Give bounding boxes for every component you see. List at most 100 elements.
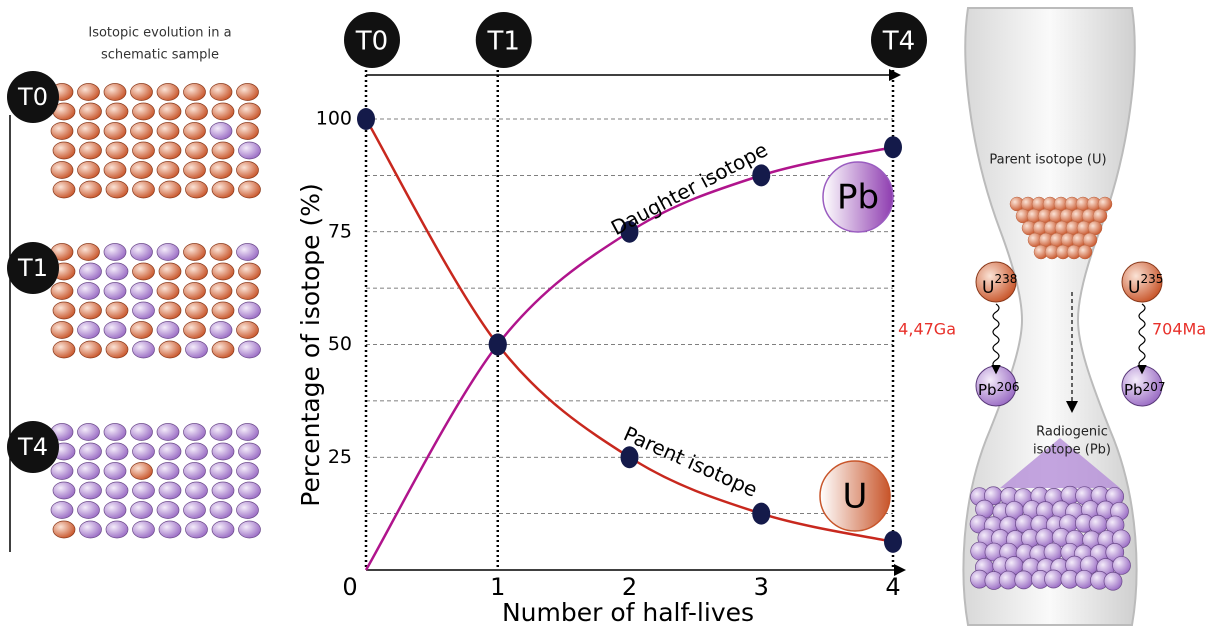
atom — [211, 141, 235, 160]
atom — [156, 243, 180, 261]
y-axis-label: Percentage of isotope (%) — [296, 183, 325, 506]
atom — [105, 180, 129, 199]
daughter-symbol: Pb207 — [1124, 380, 1165, 399]
time-label: T4 — [882, 27, 915, 57]
stage-label: T0 — [17, 83, 48, 111]
atom — [105, 301, 129, 320]
atom — [79, 262, 102, 281]
atom — [77, 423, 100, 441]
daughter-atom — [1103, 571, 1123, 591]
atom — [105, 262, 129, 281]
y-tick-label: 50 — [328, 333, 352, 355]
atom — [158, 102, 182, 121]
time-badge — [871, 12, 927, 68]
atom — [77, 282, 100, 300]
decay-arrow — [1137, 303, 1147, 375]
atom — [211, 520, 235, 539]
element-label: U — [843, 477, 868, 517]
atom — [238, 520, 261, 539]
atom — [130, 161, 153, 179]
atom — [77, 321, 100, 339]
parent-node — [975, 261, 1017, 303]
atom — [158, 442, 182, 461]
stage-badge — [7, 421, 59, 473]
atom — [132, 340, 155, 359]
atom — [77, 501, 100, 519]
daughter-atom — [1044, 569, 1063, 589]
atom — [238, 180, 261, 199]
stage-badge — [7, 242, 59, 294]
atom — [79, 340, 102, 359]
element: U — [982, 278, 994, 298]
atom — [236, 423, 259, 441]
daughter-atom — [1112, 556, 1131, 575]
stage-badge — [7, 71, 59, 123]
atom — [130, 83, 153, 101]
atom — [156, 83, 180, 101]
atom — [132, 442, 155, 461]
atom — [183, 462, 206, 480]
atom — [105, 481, 129, 500]
atom — [183, 243, 206, 261]
atom — [236, 321, 259, 339]
atom — [209, 462, 233, 480]
data-point — [620, 220, 639, 243]
atom — [185, 481, 208, 500]
atom — [50, 122, 74, 140]
atom — [211, 301, 235, 320]
data-point — [752, 164, 771, 187]
data-point — [488, 333, 507, 356]
x-tick-label: 3 — [754, 573, 769, 601]
atom — [103, 321, 127, 339]
atom — [211, 180, 235, 199]
panel-title: schematic sample — [101, 48, 219, 63]
atom — [79, 520, 102, 539]
atom — [211, 262, 235, 281]
atom — [50, 321, 74, 339]
atom — [183, 501, 206, 519]
data-point — [884, 136, 902, 159]
mass-number: 206 — [997, 380, 1020, 394]
atom — [79, 141, 102, 160]
time-label: T1 — [487, 27, 520, 57]
atom — [103, 282, 127, 300]
x-tick-label: 1 — [490, 573, 505, 601]
atom — [236, 462, 259, 480]
daughter-atom — [1014, 570, 1034, 590]
atom — [132, 102, 155, 121]
atom — [132, 180, 155, 199]
atom — [209, 423, 233, 441]
atom — [77, 161, 100, 179]
atom — [130, 501, 153, 519]
x-tick-label: 0 — [342, 573, 357, 601]
atom — [209, 501, 233, 519]
atom — [132, 301, 155, 320]
y-tick-label: 100 — [316, 108, 352, 130]
mass-number: 235 — [1140, 272, 1163, 286]
element: U — [1128, 278, 1140, 298]
atom — [158, 141, 182, 160]
atom — [79, 102, 102, 121]
element: Pb — [978, 381, 997, 399]
atom — [105, 102, 129, 121]
mass-number: 238 — [994, 272, 1017, 286]
atom — [238, 442, 261, 461]
hourglass-parts: Parent isotope (U) Radiogenic isotope (Pb)… — [898, 153, 1206, 591]
samples: T0 T1 T4 — [7, 71, 261, 539]
element-badge — [822, 161, 894, 233]
atom — [158, 520, 182, 539]
atom — [183, 122, 206, 140]
data-point — [752, 502, 771, 525]
atom — [185, 262, 208, 281]
atom — [156, 282, 180, 300]
atom — [105, 442, 129, 461]
atom — [130, 462, 153, 480]
atom — [185, 141, 208, 160]
atom — [156, 423, 180, 441]
atom — [50, 161, 74, 179]
atom — [185, 442, 208, 461]
atom — [158, 340, 182, 359]
atom — [156, 122, 180, 140]
atom — [158, 481, 182, 500]
series-label: Daughter isotope — [607, 137, 772, 240]
